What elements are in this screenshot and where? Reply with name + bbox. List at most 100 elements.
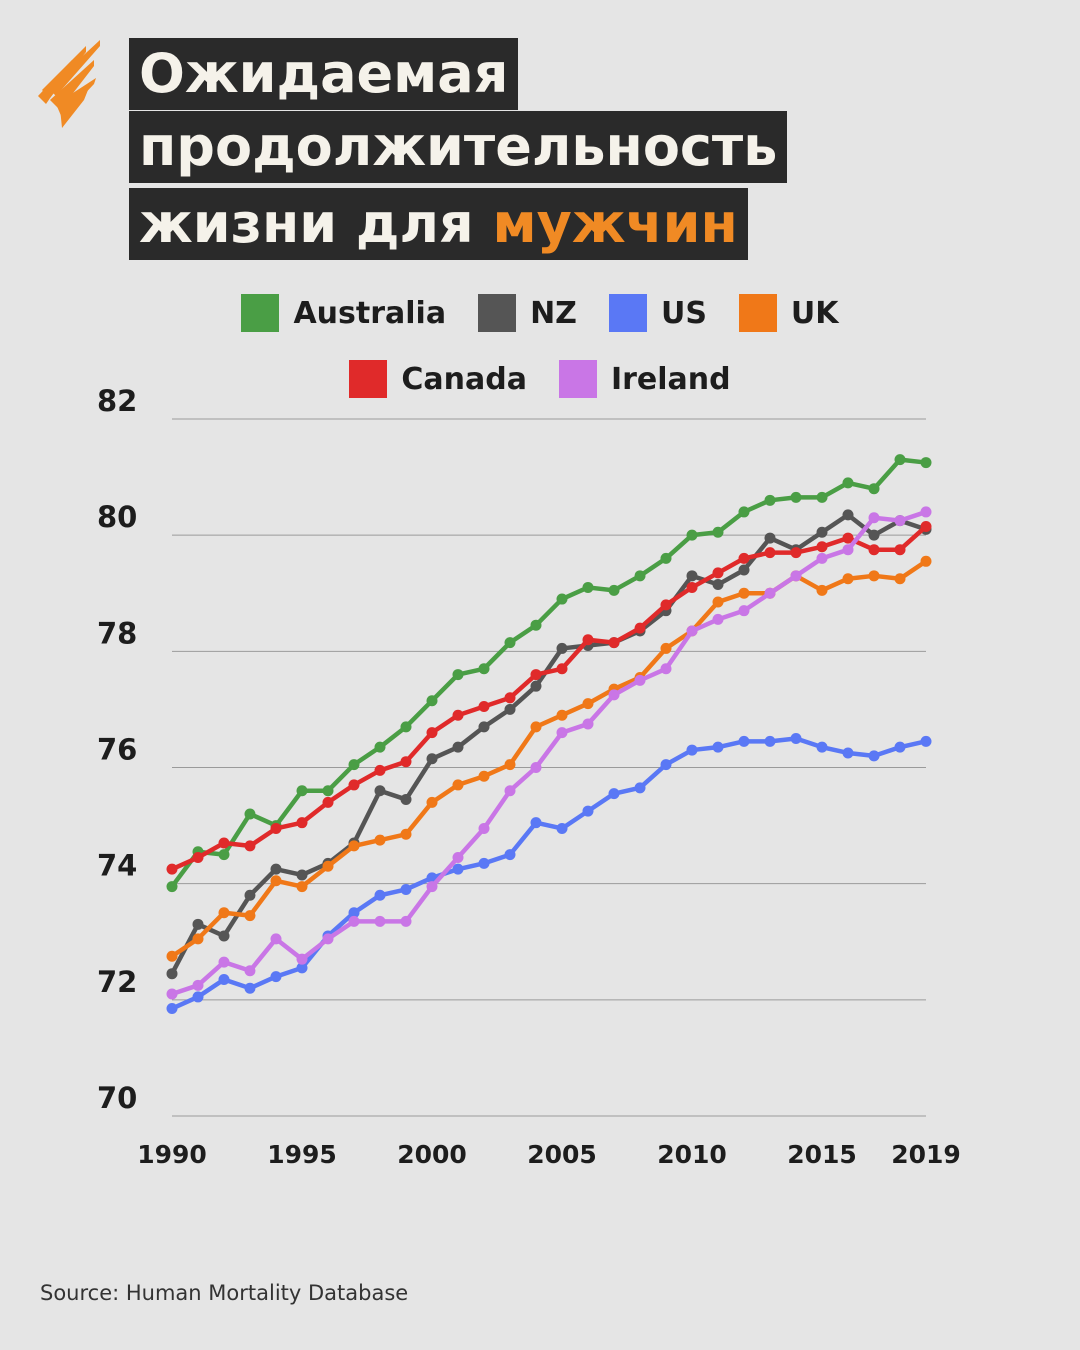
data-point-uk — [712, 596, 724, 608]
data-point-uk — [218, 907, 230, 919]
data-point-canada — [400, 756, 412, 768]
x-tick-label: 2019 — [891, 1140, 961, 1169]
data-point-ireland — [426, 881, 438, 893]
data-point-us — [582, 805, 594, 817]
data-point-us — [894, 741, 906, 753]
data-point-ireland — [816, 552, 828, 564]
data-point-canada — [504, 692, 516, 704]
data-point-ireland — [556, 727, 568, 739]
data-point-uk — [296, 881, 308, 893]
data-point-us — [842, 747, 854, 759]
data-point-us — [764, 735, 776, 747]
data-point-ireland — [296, 953, 308, 965]
y-tick-label: 78 — [97, 616, 137, 650]
data-point-australia — [296, 785, 308, 797]
data-point-canada — [374, 764, 386, 776]
data-point-ireland — [660, 663, 672, 675]
data-point-nz — [738, 564, 750, 576]
data-point-nz — [296, 869, 308, 881]
legend-row-1: Australia NZ US UK — [0, 294, 1080, 332]
legend-row-2: Canada Ireland — [0, 360, 1080, 398]
data-point-australia — [816, 491, 828, 503]
data-point-uk — [348, 840, 360, 852]
data-point-ireland — [244, 965, 256, 977]
data-point-uk — [400, 828, 412, 840]
data-point-uk — [322, 860, 334, 872]
title-accent-word: мужчин — [492, 192, 738, 255]
data-point-australia — [322, 785, 334, 797]
data-point-ireland — [790, 570, 802, 582]
data-point-uk — [738, 587, 750, 599]
x-tick-label: 1990 — [137, 1140, 207, 1169]
data-point-us — [270, 971, 282, 983]
data-point-uk — [660, 642, 672, 654]
data-point-canada — [868, 544, 880, 556]
series-line-uk — [169, 559, 929, 959]
data-point-nz — [478, 721, 490, 733]
data-point-australia — [660, 552, 672, 564]
data-point-uk — [530, 721, 542, 733]
data-point-ireland — [920, 506, 932, 518]
data-point-us — [478, 857, 490, 869]
data-point-canada — [218, 837, 230, 849]
data-point-australia — [764, 494, 776, 506]
data-point-us — [816, 741, 828, 753]
data-point-canada — [322, 796, 334, 808]
data-point-nz — [166, 968, 178, 980]
data-point-uk — [842, 573, 854, 585]
data-point-nz — [842, 509, 854, 521]
x-tick-label: 2015 — [787, 1140, 857, 1169]
data-point-ireland — [686, 625, 698, 637]
y-tick-label: 70 — [97, 1081, 137, 1115]
data-point-nz — [764, 532, 776, 544]
data-point-us — [738, 735, 750, 747]
y-tick-label: 72 — [97, 965, 137, 999]
data-point-ireland — [894, 515, 906, 527]
legend-label-nz: NZ — [530, 295, 577, 331]
data-point-australia — [686, 529, 698, 541]
data-point-nz — [452, 741, 464, 753]
legend-item-ireland: Ireland — [558, 360, 731, 398]
data-point-ireland — [530, 762, 542, 773]
data-point-nz — [816, 526, 828, 538]
y-tick-label: 76 — [97, 733, 137, 767]
data-point-uk — [192, 933, 204, 945]
data-point-canada — [452, 709, 464, 721]
data-point-uk — [816, 584, 828, 596]
data-point-australia — [166, 881, 178, 893]
data-point-australia — [920, 457, 932, 469]
data-point-nz — [270, 863, 282, 875]
source-note: Source: Human Mortality Database — [40, 1281, 409, 1305]
data-point-ireland — [634, 674, 646, 686]
data-point-australia — [400, 721, 412, 733]
data-point-ireland — [270, 933, 282, 945]
data-point-canada — [686, 581, 698, 593]
data-point-uk — [504, 759, 516, 771]
data-point-uk — [426, 796, 438, 808]
data-point-canada — [244, 840, 256, 852]
data-point-australia — [426, 695, 438, 707]
data-point-canada — [634, 622, 646, 634]
legend-swatch-australia — [241, 294, 280, 332]
data-point-australia — [608, 584, 620, 596]
data-point-nz — [244, 889, 256, 901]
data-point-nz — [712, 579, 724, 591]
data-point-australia — [530, 619, 542, 631]
data-point-canada — [426, 727, 438, 739]
data-point-uk — [894, 573, 906, 585]
legend-item-us: US — [608, 294, 707, 332]
data-point-us — [920, 735, 932, 747]
data-point-ireland — [478, 822, 490, 834]
data-point-us — [244, 982, 256, 994]
data-point-us — [452, 863, 464, 875]
data-point-nz — [686, 570, 698, 582]
data-point-australia — [738, 506, 750, 518]
data-point-us — [634, 782, 646, 794]
title-line-1: Ожидаемая — [129, 38, 519, 110]
data-point-us — [712, 741, 724, 753]
data-point-us — [686, 744, 698, 756]
data-point-ireland — [400, 915, 412, 927]
data-point-australia — [842, 477, 854, 489]
data-point-canada — [530, 669, 542, 681]
data-point-canada — [764, 547, 776, 559]
